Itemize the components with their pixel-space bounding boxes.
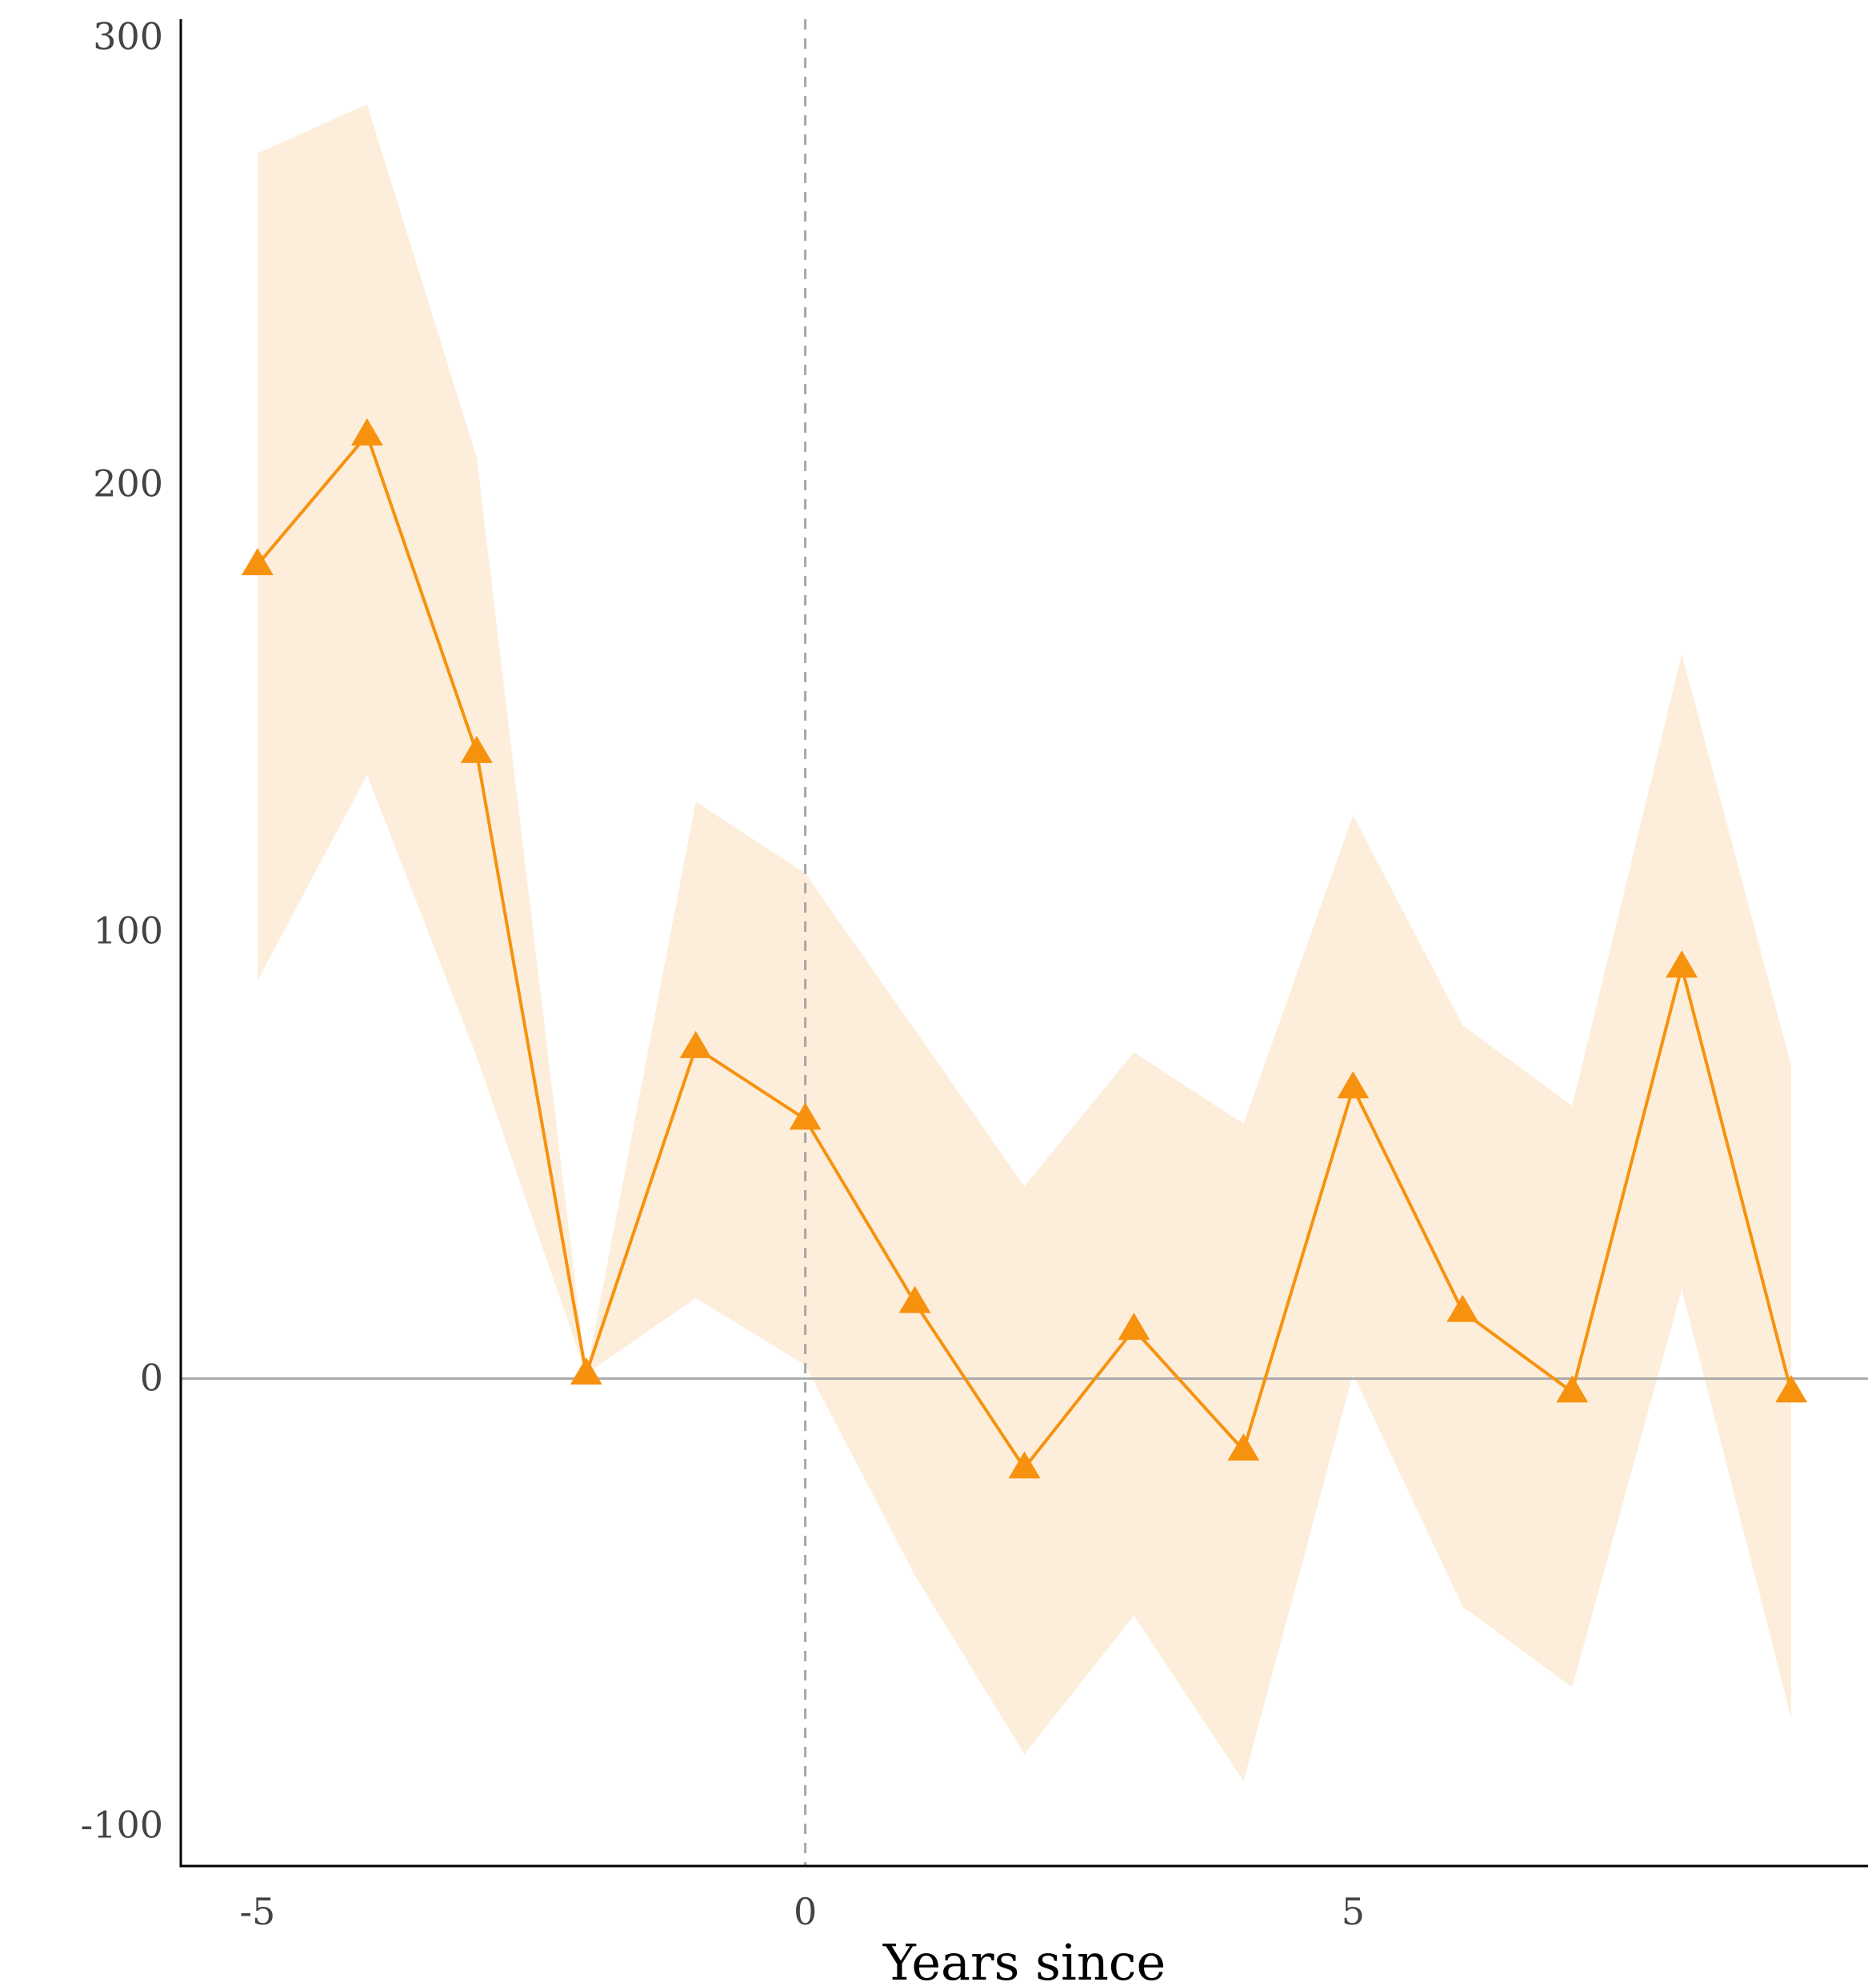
data-point-triangle: [1556, 1375, 1589, 1403]
data-point-triangle: [1666, 950, 1698, 978]
data-point-triangle: [460, 735, 493, 763]
y-tick-label: 0: [140, 1357, 163, 1400]
data-point-triangle: [789, 1102, 822, 1130]
x-axis-title: Years since: [882, 1933, 1166, 1986]
data-point-triangle: [898, 1285, 931, 1313]
data-point-triangle: [1775, 1375, 1808, 1403]
data-point-triangle: [1446, 1294, 1479, 1322]
data-point-triangle: [570, 1357, 602, 1385]
data-point-triangle: [679, 1030, 712, 1058]
y-tick-label: -100: [81, 1804, 163, 1847]
y-tick-label: 300: [93, 14, 163, 58]
x-tick-label: 5: [1342, 1890, 1365, 1933]
confidence-band: [257, 104, 1792, 1781]
x-tick-label: -5: [239, 1890, 275, 1933]
data-point-triangle: [350, 418, 383, 446]
confidence-band-layer: [257, 104, 1792, 1781]
data-point-triangle: [1008, 1451, 1041, 1479]
x-tick-label: 0: [794, 1890, 817, 1933]
data-point-triangle: [1337, 1071, 1370, 1099]
y-tick-label: 100: [93, 909, 163, 953]
reference-lines-layer: [181, 19, 1868, 1866]
data-point-triangle: [241, 548, 274, 576]
data-point-triangle: [1227, 1433, 1260, 1461]
tick-labels-layer: -100 0 100 200 300 -5 0 5: [81, 14, 1365, 1933]
y-tick-label: 200: [93, 462, 163, 505]
axes-layer: [179, 19, 1868, 1868]
data-point-triangle: [1118, 1313, 1150, 1341]
series-markers-layer: [241, 418, 1808, 1479]
